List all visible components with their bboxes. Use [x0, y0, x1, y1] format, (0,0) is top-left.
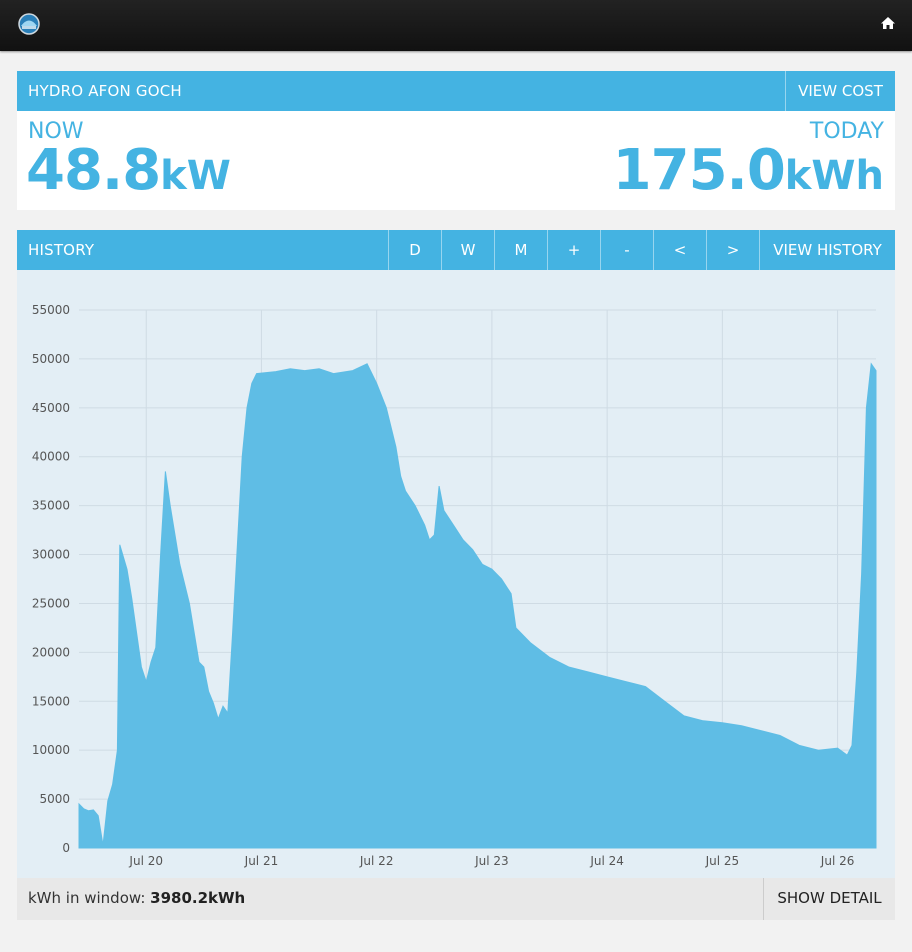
- pan-left-button[interactable]: <: [653, 230, 706, 270]
- range-day-button[interactable]: D: [388, 230, 441, 270]
- y-tick-label: 35000: [32, 499, 70, 513]
- view-cost-button[interactable]: VIEW COST: [785, 71, 895, 111]
- now-value: 48.8kW: [26, 143, 231, 204]
- x-tick-label: Jul 23: [474, 854, 509, 868]
- history-title: HISTORY: [28, 241, 95, 259]
- x-tick-label: Jul 25: [705, 854, 740, 868]
- zoom-out-button[interactable]: -: [600, 230, 653, 270]
- history-chart-svg: 0 5000 10000 15000 20000 25000 30000 35000 40000…: [32, 303, 877, 868]
- x-tick-label: Jul 21: [244, 854, 279, 868]
- history-panel: HISTORY D W M + - < > VIEW HISTORY: [17, 230, 895, 270]
- y-tick-label: 30000: [32, 548, 70, 562]
- y-tick-label: 20000: [32, 645, 70, 659]
- emoncms-logo-icon[interactable]: [18, 13, 40, 35]
- y-tick-label: 5000: [39, 792, 70, 806]
- x-tick-label: Jul 22: [359, 854, 394, 868]
- history-header: HISTORY D W M + - < > VIEW HISTORY: [17, 230, 895, 270]
- today-label: TODAY: [809, 119, 884, 144]
- today-unit: kWh: [784, 153, 884, 199]
- show-detail-button[interactable]: SHOW DETAIL: [763, 878, 895, 920]
- x-tick-label: Jul 24: [589, 854, 624, 868]
- feed-values: NOW 48.8kW TODAY 175.0kWh: [17, 111, 895, 210]
- y-tick-label: 25000: [32, 596, 70, 610]
- home-icon[interactable]: [880, 15, 896, 31]
- range-month-button[interactable]: M: [494, 230, 547, 270]
- x-tick-label: Jul 26: [820, 854, 855, 868]
- today-number: 175.0: [612, 138, 786, 203]
- now-number: 48.8: [26, 138, 161, 203]
- range-week-button[interactable]: W: [441, 230, 494, 270]
- pan-right-button[interactable]: >: [706, 230, 759, 270]
- zoom-in-button[interactable]: +: [547, 230, 600, 270]
- now-label: NOW: [28, 119, 84, 144]
- view-history-button[interactable]: VIEW HISTORY: [759, 230, 895, 270]
- power-area-series: [78, 362, 877, 849]
- top-navbar: [0, 0, 912, 51]
- today-value: 175.0kWh: [613, 143, 884, 204]
- feed-title: HYDRO AFON GOCH: [28, 82, 182, 100]
- y-tick-label: 0: [62, 841, 70, 855]
- feed-panel: HYDRO AFON GOCH VIEW COST NOW 48.8kW TOD…: [17, 71, 895, 210]
- history-footer: kWh in window: 3980.2kWh SHOW DETAIL: [17, 878, 895, 920]
- kwh-window-value: 3980.2kWh: [150, 889, 246, 907]
- now-unit: kW: [160, 153, 231, 199]
- history-chart[interactable]: 0 5000 10000 15000 20000 25000 30000 35000 40000…: [17, 270, 895, 878]
- y-tick-label: 40000: [32, 450, 70, 464]
- kwh-window-label: kWh in window:: [28, 889, 151, 907]
- feed-header: HYDRO AFON GOCH VIEW COST: [17, 71, 895, 111]
- y-tick-label: 55000: [32, 303, 70, 317]
- y-tick-label: 50000: [32, 352, 70, 366]
- y-tick-label: 15000: [32, 694, 70, 708]
- y-tick-label: 10000: [32, 743, 70, 757]
- y-tick-label: 45000: [32, 401, 70, 415]
- kwh-in-window: kWh in window: 3980.2kWh: [28, 878, 245, 918]
- x-tick-label: Jul 20: [128, 854, 163, 868]
